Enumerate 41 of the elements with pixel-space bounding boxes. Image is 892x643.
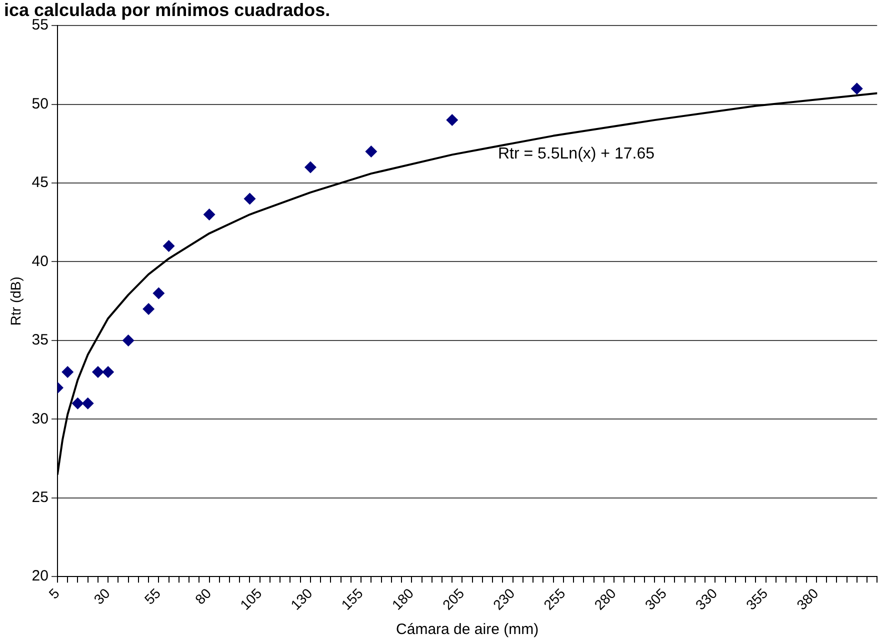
- point: [122, 334, 134, 346]
- x-tick-label: 180: [388, 584, 417, 613]
- point: [365, 146, 378, 158]
- point: [82, 397, 94, 410]
- point: [62, 366, 74, 378]
- y-tick-label: 35: [32, 332, 48, 349]
- x-tick-label: 255: [540, 584, 568, 613]
- point: [850, 82, 863, 95]
- y-tick-label: 40: [32, 252, 48, 270]
- point: [446, 114, 458, 126]
- series-label: Rtr = 5.5Ln(x) + 17.65: [498, 145, 655, 162]
- x-tick-label: 355: [742, 584, 771, 613]
- x-tick-label: 30: [90, 584, 114, 608]
- x-tick-label: 230: [490, 584, 518, 613]
- point: [92, 366, 104, 378]
- x-tick-label: 280: [591, 584, 620, 613]
- x-tick-label: 5: [46, 584, 62, 602]
- point: [142, 302, 155, 315]
- point: [152, 287, 165, 300]
- point: [162, 240, 175, 252]
- y-tick-label: 45: [32, 174, 48, 192]
- x-tick-label: 380: [793, 584, 822, 613]
- y-tick-label: 20: [32, 568, 48, 585]
- point: [304, 161, 316, 174]
- point: [244, 192, 256, 205]
- x-tick-label: 80: [192, 584, 214, 608]
- point: [72, 397, 84, 410]
- x-tick-label: 130: [287, 584, 316, 613]
- x-tick-label: 55: [141, 584, 164, 608]
- y-tick-label: 25: [32, 489, 48, 506]
- y-tick-label: 50: [32, 95, 48, 112]
- x-tick-label: 155: [338, 584, 366, 613]
- x-tick-label: 205: [439, 584, 468, 613]
- x-tick-label: 105: [236, 584, 265, 613]
- point: [203, 208, 216, 221]
- y-axis-title: Rtr (dB): [7, 276, 24, 326]
- x-tick-label: 330: [692, 584, 720, 613]
- x-tick-label: 305: [642, 584, 670, 613]
- y-tick-label: 30: [32, 410, 48, 428]
- point: [102, 366, 114, 378]
- x-axis-title: Cámara de aire (mm): [396, 621, 539, 638]
